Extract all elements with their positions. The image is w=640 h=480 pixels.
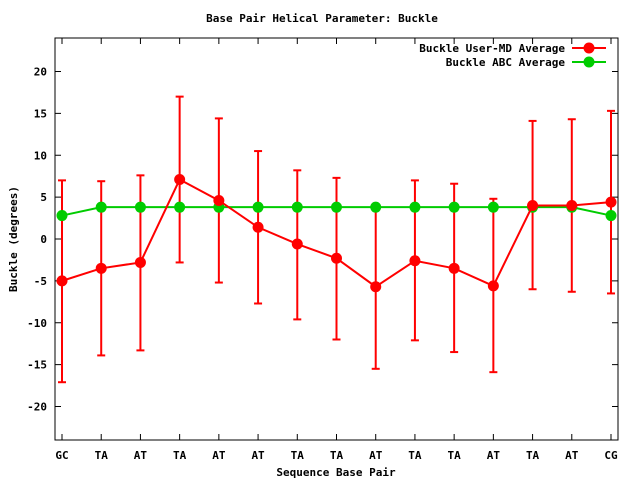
data-point-1 <box>174 201 186 213</box>
data-point-0 <box>56 275 68 287</box>
y-axis-label: Buckle (degrees) <box>7 186 20 292</box>
x-tick-label: AT <box>212 449 226 462</box>
x-tick-label: AT <box>487 449 501 462</box>
data-point-0 <box>370 281 382 293</box>
x-tick-label: CG <box>604 449 618 462</box>
x-tick-label: TA <box>330 449 344 462</box>
data-point-1 <box>331 201 342 213</box>
y-tick-label: -5 <box>34 275 47 288</box>
x-tick-label: TA <box>526 449 540 462</box>
error-bars <box>58 95 615 384</box>
y-tick-label: 15 <box>34 107 47 120</box>
data-point-0 <box>566 200 578 211</box>
data-point-0 <box>527 200 539 211</box>
data-point-0 <box>252 221 264 233</box>
x-tick-label: AT <box>565 449 579 462</box>
chart-title: Base Pair Helical Parameter: Buckle <box>206 12 438 25</box>
data-point-0 <box>409 255 421 267</box>
y-tick-label: 20 <box>34 66 47 79</box>
y-tick-label: -15 <box>27 359 47 372</box>
data-point-1 <box>409 201 421 213</box>
x-tick-label: GC <box>55 449 68 462</box>
y-tick-label: -20 <box>27 401 47 414</box>
data-point-0 <box>174 174 186 186</box>
x-tick-label: TA <box>448 449 462 462</box>
data-point-1 <box>56 210 68 222</box>
data-point-0 <box>95 262 107 274</box>
y-tick-label: 10 <box>34 149 47 162</box>
x-tick-label: TA <box>173 449 187 462</box>
data-point-0 <box>331 252 342 264</box>
data-point-1 <box>291 201 303 213</box>
data-point-1 <box>95 201 107 213</box>
x-axis: GC TA AT TA AT AT TA TA AT TA TA AT TA AT CG <box>55 38 618 462</box>
data-point-0 <box>605 196 617 208</box>
data-point-1 <box>370 201 382 213</box>
x-tick-label: TA <box>291 449 305 462</box>
data-point-0 <box>448 262 460 274</box>
data-point-1 <box>605 210 617 222</box>
legend-marker <box>583 42 595 54</box>
y-tick-label: -10 <box>27 317 47 330</box>
x-tick-label: AT <box>251 449 265 462</box>
data-point-0 <box>291 238 303 250</box>
data-point-1 <box>252 201 264 213</box>
y-tick-label: 0 <box>40 233 47 246</box>
x-tick-label: AT <box>369 449 383 462</box>
data-point-1 <box>134 201 146 213</box>
x-tick-label: TA <box>95 449 109 462</box>
x-tick-label: AT <box>134 449 148 462</box>
data-point-1 <box>487 201 499 213</box>
series-lines <box>56 174 617 293</box>
x-axis-label: Sequence Base Pair <box>276 466 396 479</box>
x-tick-label: TA <box>408 449 422 462</box>
legend-label: Buckle ABC Average <box>446 56 566 69</box>
data-point-0 <box>213 194 225 206</box>
y-tick-label: 5 <box>40 191 47 204</box>
legend-marker <box>583 56 595 68</box>
data-point-1 <box>448 201 460 213</box>
data-point-0 <box>134 256 146 268</box>
data-point-0 <box>487 280 499 292</box>
y-axis: -20 -15 -10 -5 0 5 10 15 20 <box>27 66 618 414</box>
legend-label: Buckle User-MD Average <box>419 42 565 55</box>
